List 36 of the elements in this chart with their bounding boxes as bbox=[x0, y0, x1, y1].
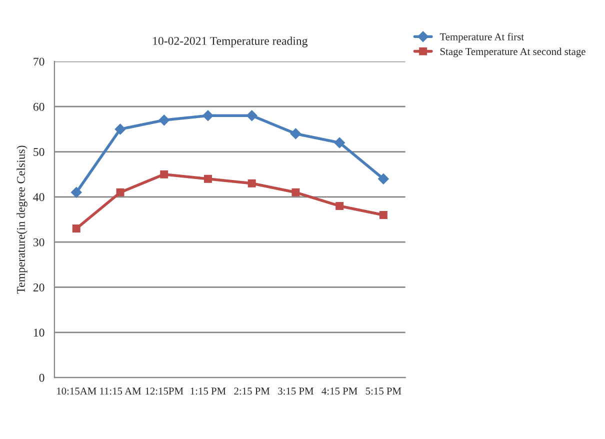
y-tick-label: 20 bbox=[33, 283, 44, 292]
x-tick-label: 2:15 PM bbox=[234, 388, 270, 395]
x-tick-label: 4:15 PM bbox=[322, 388, 358, 395]
x-tick-label: 11:15 AM bbox=[100, 388, 142, 395]
point bbox=[202, 110, 214, 122]
legend-label: Temperature At first bbox=[440, 32, 524, 42]
point bbox=[114, 124, 126, 135]
x-tick-label: 5:15 PM bbox=[366, 388, 402, 395]
x-tick-label: 1:15 PM bbox=[190, 388, 226, 395]
x-tick-label: 10:15AM bbox=[57, 388, 96, 395]
y-tick-label: 30 bbox=[33, 238, 44, 246]
point bbox=[246, 110, 258, 122]
point bbox=[116, 188, 124, 196]
point bbox=[158, 114, 170, 126]
y-axis-title: Temperature(in degree Celsius) bbox=[16, 146, 28, 294]
point bbox=[336, 202, 344, 210]
point bbox=[160, 170, 168, 178]
point bbox=[334, 137, 345, 148]
point bbox=[292, 188, 300, 196]
point bbox=[72, 224, 80, 233]
x-tick-label: 12:15PM bbox=[146, 388, 184, 395]
point bbox=[379, 210, 388, 219]
point bbox=[290, 128, 302, 140]
y-tick-label: 50 bbox=[34, 148, 44, 156]
point bbox=[248, 179, 256, 188]
point bbox=[204, 174, 212, 183]
x-tick-label: 3:15 PM bbox=[278, 388, 314, 395]
y-tick-label: 40 bbox=[33, 193, 44, 202]
chart-title: 10-02-2021 Temperature reading bbox=[153, 36, 308, 48]
y-tick-label: 70 bbox=[34, 58, 44, 66]
y-tick-label: 60 bbox=[33, 102, 44, 111]
y-tick-label: 10 bbox=[34, 328, 44, 337]
legend-label: Stage Temperature At second stage bbox=[440, 48, 586, 58]
point bbox=[378, 173, 389, 184]
point bbox=[70, 186, 82, 198]
y-tick-label: 0 bbox=[39, 374, 44, 382]
